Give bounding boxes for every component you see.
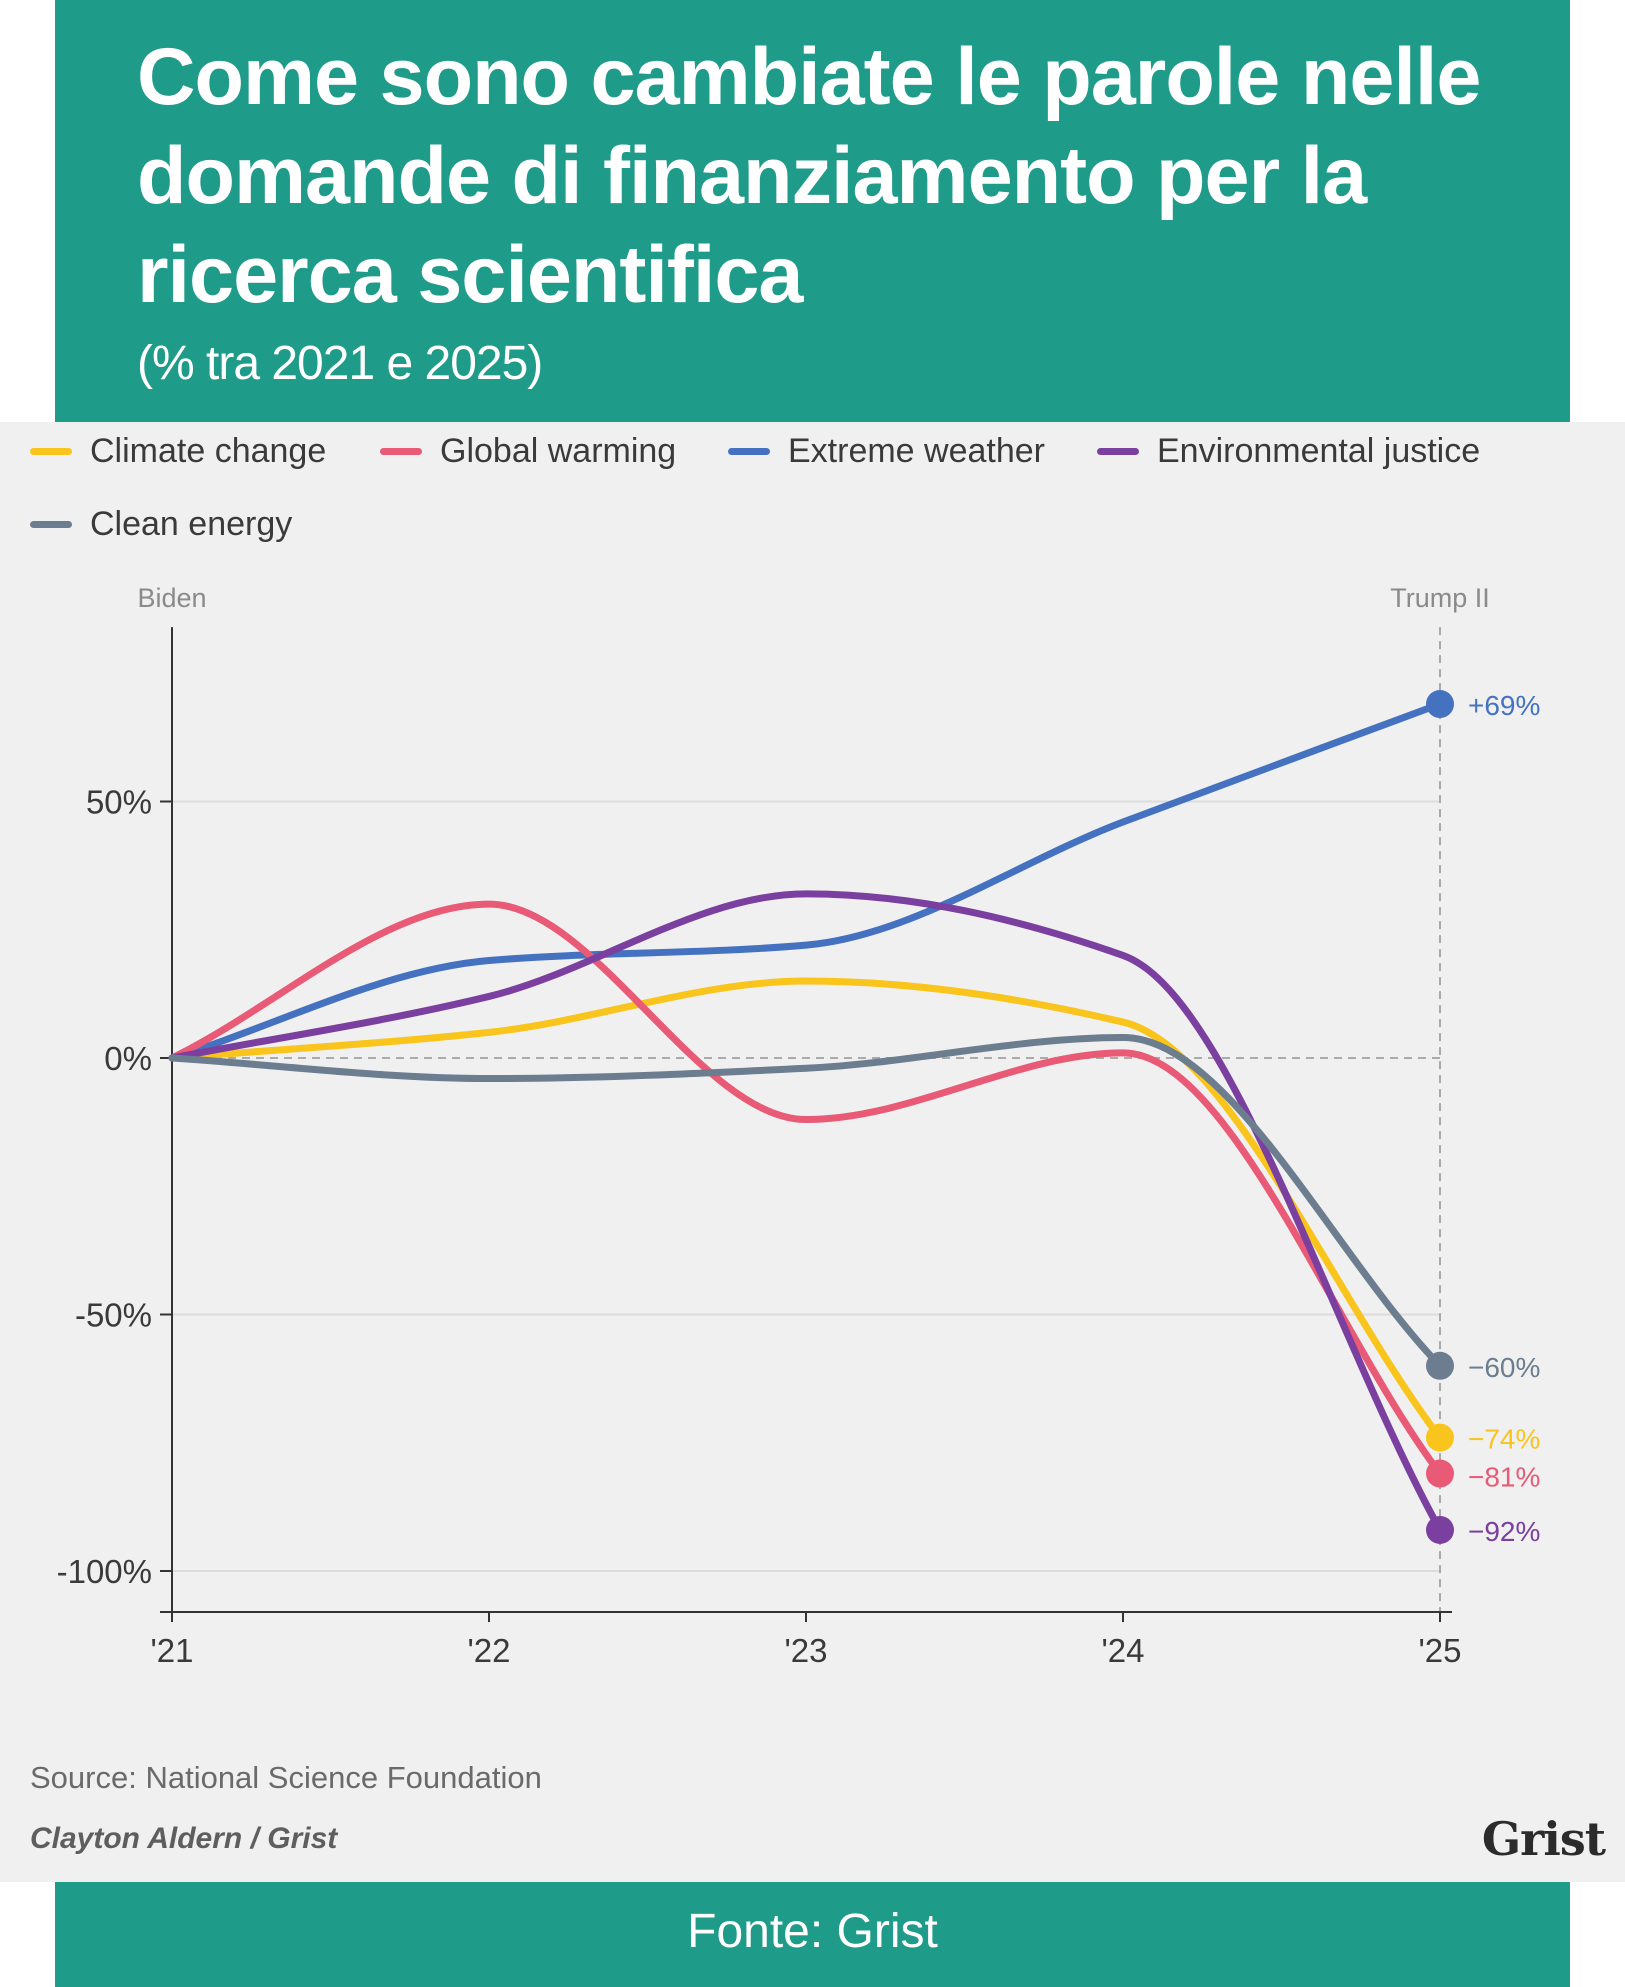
- end-label-clean-energy: −60%: [1468, 1352, 1540, 1383]
- legend-label: Climate change: [90, 432, 327, 470]
- legend-label: Clean energy: [90, 505, 293, 543]
- series-line-extreme-weather: [168, 700, 1444, 1062]
- x-tick-label: '25: [1418, 1632, 1461, 1669]
- legend-label: Environmental justice: [1157, 432, 1481, 470]
- end-label-climate-change: −74%: [1468, 1424, 1540, 1455]
- end-label-global-warming: −81%: [1468, 1462, 1540, 1493]
- source-note: Source: National Science Foundation: [30, 1760, 542, 1795]
- x-tick-label: '23: [784, 1632, 827, 1669]
- legend-label: Extreme weather: [788, 432, 1045, 470]
- series-line-clean-energy: [168, 1033, 1444, 1370]
- legend-label: Global warming: [440, 432, 677, 470]
- legend-swatch: [30, 521, 72, 528]
- series-line-global-warming: [168, 900, 1444, 1478]
- chart-subtitle: (% tra 2021 e 2025): [137, 337, 543, 390]
- legend-swatch: [30, 448, 72, 455]
- series-line-climate-change: [168, 977, 1444, 1442]
- series-line-environmental-justice: [168, 890, 1444, 1534]
- y-tick-label: -50%: [75, 1297, 152, 1334]
- header-banner: Come sono cambiate le parole nelle doman…: [55, 0, 1570, 422]
- grist-logo: Grist: [1481, 1812, 1606, 1866]
- x-tick-label: '21: [150, 1632, 193, 1669]
- end-point-climate-change: [1426, 1423, 1454, 1452]
- legend-item-clean-energy: Clean energy: [30, 505, 292, 544]
- credit-note: Clayton Aldern / Grist: [30, 1822, 338, 1855]
- period-label-end: Trump II: [1390, 583, 1490, 613]
- y-tick-label: 50%: [86, 784, 152, 821]
- legend-item-environmental-justice: Environmental justice: [1097, 432, 1480, 471]
- end-label-extreme-weather: +69%: [1468, 690, 1540, 721]
- footer-banner: Fonte: Grist: [55, 1882, 1570, 1987]
- legend-swatch: [728, 448, 770, 455]
- legend-item-climate-change: Climate change: [30, 432, 326, 471]
- x-tick-label: '24: [1101, 1632, 1144, 1669]
- end-point-global-warming: [1426, 1459, 1454, 1488]
- chart-panel: Climate change Global warming Extreme we…: [0, 422, 1625, 1882]
- end-point-environmental-justice: [1426, 1515, 1454, 1544]
- x-tick-label: '22: [467, 1632, 510, 1669]
- y-tick-label: 0%: [104, 1040, 152, 1077]
- end-label-environmental-justice: −92%: [1468, 1516, 1540, 1547]
- legend-item-extreme-weather: Extreme weather: [728, 432, 1045, 471]
- chart-title: Come sono cambiate le parole nelle doman…: [137, 32, 1481, 320]
- end-point-extreme-weather: [1426, 690, 1454, 719]
- legend-swatch: [1097, 448, 1139, 455]
- line-chart: 50% 0% -50% -100% '21 '22 '23 '24 '25 Biden Trump …: [57, 583, 1541, 1669]
- legend-item-global-warming: Global warming: [380, 432, 676, 471]
- end-point-clean-energy: [1426, 1351, 1454, 1380]
- footer-source: Fonte: Grist: [687, 1905, 938, 1958]
- y-tick-label: -100%: [57, 1553, 152, 1590]
- legend-swatch: [380, 448, 422, 455]
- period-label-start: Biden: [137, 583, 206, 613]
